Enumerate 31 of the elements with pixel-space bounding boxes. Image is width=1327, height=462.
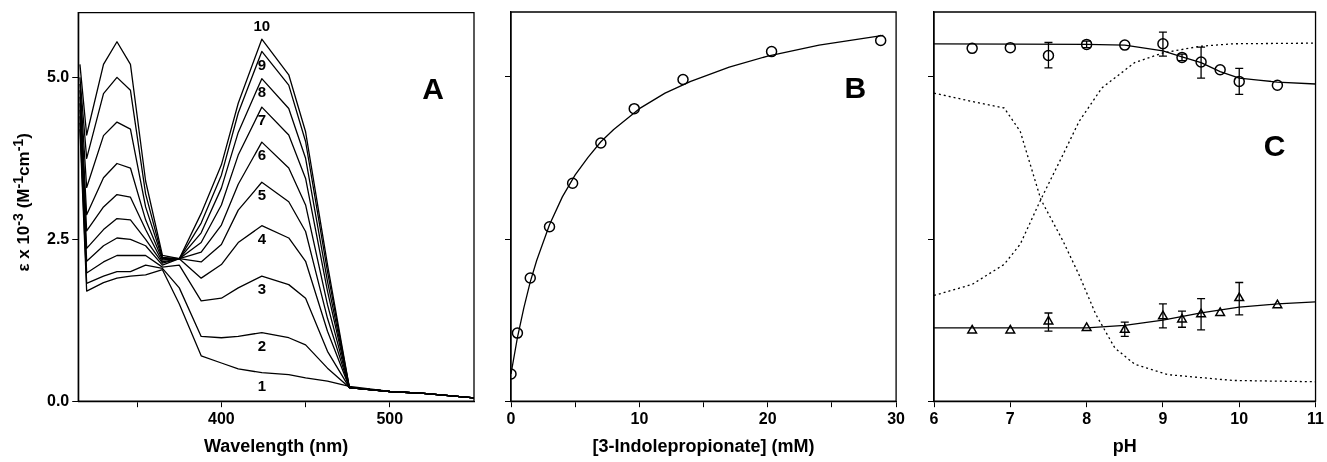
series-label: 3	[257, 280, 266, 298]
series-label: 2	[257, 336, 266, 354]
x-axis-title: [3-Indolepropionate] (mM)	[592, 436, 815, 457]
x-tick-label: 10	[630, 410, 649, 428]
y-tick-label: 2.5	[46, 229, 70, 247]
series-label: 5	[257, 186, 266, 204]
y-tick-label: 0.0	[46, 391, 70, 409]
text: C	[1263, 129, 1286, 163]
series-label: 10	[253, 17, 271, 35]
x-axis-title: Wavelength (nm)	[203, 436, 349, 457]
text: A	[422, 71, 444, 105]
series-label: 1	[257, 376, 266, 394]
series-label: 7	[257, 111, 266, 129]
text: B	[844, 71, 867, 105]
x-tick-label: 0	[506, 410, 516, 428]
x-tick-label: 400	[208, 410, 235, 428]
x-tick-label: 10	[1230, 410, 1249, 428]
x-tick-label: 6	[929, 410, 939, 428]
x-tick-label: 20	[758, 410, 777, 428]
series-label: 4	[257, 229, 267, 247]
x-tick-label: 9	[1158, 410, 1168, 428]
x-tick-label: 8	[1082, 410, 1092, 428]
x-tick-label: 30	[887, 410, 906, 428]
y-tick-label: 5.0	[46, 67, 70, 85]
series-label: 9	[257, 55, 266, 73]
x-tick-label: 500	[376, 410, 404, 428]
series-label: 8	[257, 82, 266, 100]
x-tick-label: 7	[1005, 410, 1015, 428]
series-label: 6	[257, 146, 266, 164]
x-tick-label: 11	[1307, 410, 1325, 428]
x-axis-title: pH	[1112, 436, 1137, 457]
